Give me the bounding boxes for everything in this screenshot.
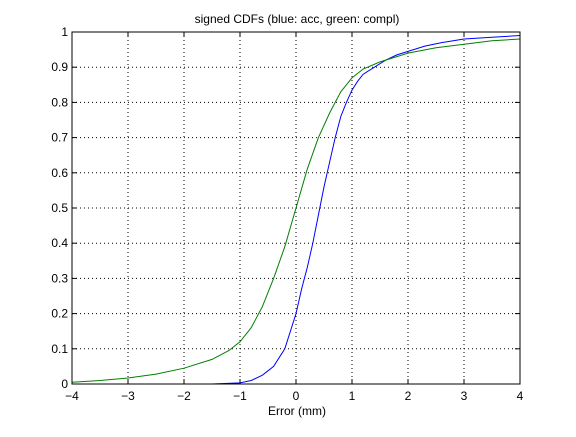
y-tick-label: 0.6 xyxy=(51,166,68,180)
y-tick-label: 0.4 xyxy=(51,236,68,250)
chart-title: signed CDFs (blue: acc, green: compl) xyxy=(195,12,400,26)
x-axis-label: Error (mm) xyxy=(268,404,326,418)
y-tick-label: 0.3 xyxy=(51,271,68,285)
y-tick-label: 0.8 xyxy=(51,95,68,109)
tick-labels: −4 −3 −2 −1 0 1 2 3 4 0 0.1 0.2 0.3 0.4 0.5 0.6 0.7 0.8 0.… xyxy=(51,25,523,403)
x-tick-label: −4 xyxy=(65,389,79,403)
x-tick-label: −3 xyxy=(121,389,135,403)
series-line-blue xyxy=(172,35,521,385)
series-group xyxy=(71,35,521,385)
y-tick-label: 0 xyxy=(61,377,68,391)
y-tick-label: 0.7 xyxy=(51,131,68,145)
y-tick-label: 1 xyxy=(61,25,68,39)
x-tick-label: 4 xyxy=(517,389,524,403)
y-tick-label: 0.5 xyxy=(51,201,68,215)
x-tick-label: 1 xyxy=(349,389,356,403)
ticks xyxy=(71,31,521,385)
x-tick-label: 3 xyxy=(461,389,468,403)
x-tick-label: 0 xyxy=(293,389,300,403)
y-tick-label: 0.9 xyxy=(51,60,68,74)
x-tick-label: −1 xyxy=(233,389,247,403)
y-tick-label: 0.1 xyxy=(51,342,68,356)
y-tick-label: 0.2 xyxy=(51,307,68,321)
x-tick-label: −2 xyxy=(177,389,191,403)
x-tick-label: 2 xyxy=(405,389,412,403)
series-line-green xyxy=(71,38,521,383)
